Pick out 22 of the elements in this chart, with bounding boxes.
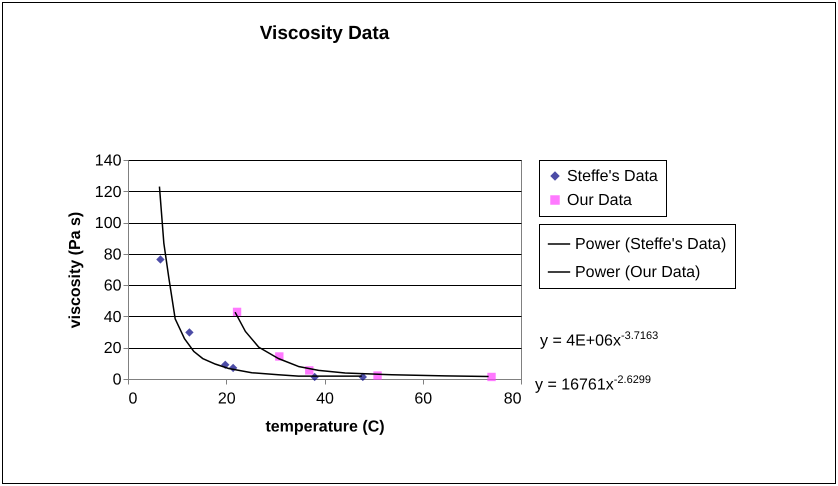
y-tick-label: 0 — [112, 372, 122, 388]
y-tick-label: 80 — [104, 246, 122, 264]
legend-label: Power (Steffe's Data) — [575, 236, 726, 253]
legend-label: Power (Our Data) — [575, 264, 700, 281]
legend-label: Our Data — [567, 192, 632, 209]
legend-label: Steffe's Data — [567, 168, 658, 185]
y-tick-label: 40 — [104, 308, 122, 326]
x-axis-title: temperature (C) — [265, 418, 385, 436]
x-tick-label: 40 — [316, 390, 334, 408]
chart-title: Viscosity Data — [260, 23, 390, 44]
y-axis-title: viscosity (Pa s) — [66, 212, 84, 328]
y-tick-label: 120 — [94, 184, 122, 201]
y-tick-label: 140 — [94, 152, 122, 170]
y-tick-label: 60 — [104, 278, 122, 295]
text: y = 16761x$^{-2.6299}$ — [535, 374, 652, 394]
y-tick-label: 100 — [94, 215, 122, 232]
x-tick-label: 0 — [128, 390, 138, 408]
y-tick-label: 20 — [104, 340, 122, 358]
x-tick-label: 20 — [218, 390, 236, 408]
x-tick-label: 60 — [414, 390, 432, 408]
text: y = 4E+06x$^{-3.7163}$ — [540, 330, 658, 350]
x-tick-label: 80 — [504, 390, 522, 408]
